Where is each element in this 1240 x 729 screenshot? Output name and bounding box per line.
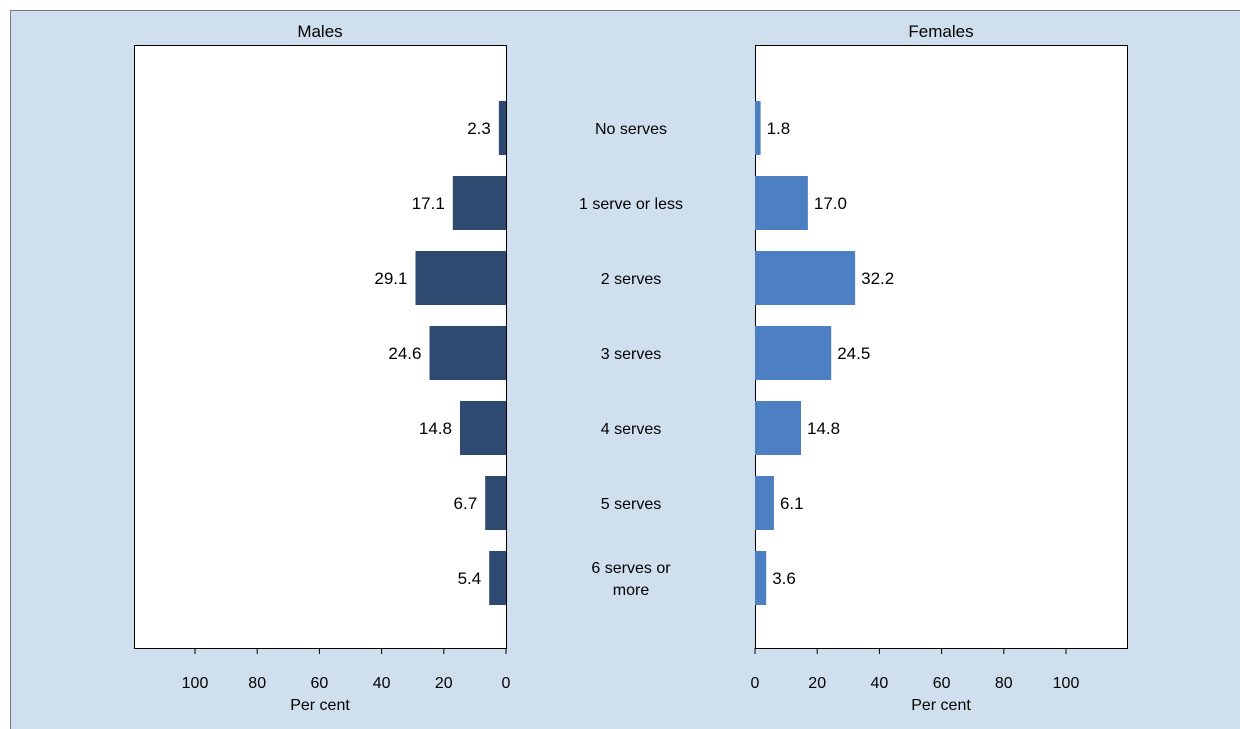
- males-x-axis-title: Per cent: [290, 697, 350, 714]
- male-bar: [429, 326, 506, 380]
- category-labels: No serves 1 serve or less 2 serves 3 serves…: [579, 121, 683, 599]
- female-bar: [755, 476, 774, 530]
- category-label: 2 serves: [601, 271, 661, 288]
- male-bar: [489, 551, 506, 605]
- male-bar: [485, 476, 506, 530]
- female-bar: [755, 251, 856, 305]
- females-value-labels: 1.8 17.0 32.2 24.5 14.8 6.1 3.6: [767, 119, 895, 588]
- male-value-label: 5.4: [458, 569, 482, 588]
- male-x-tick-label: 60: [311, 675, 329, 692]
- male-x-tick-label: 0: [502, 675, 511, 692]
- category-label: 3 serves: [601, 346, 661, 363]
- female-x-tick-label: 40: [871, 675, 889, 692]
- male-value-label: 2.3: [467, 119, 491, 138]
- males-value-labels: 2.3 17.1 29.1 24.6 14.8 6.7 5.4: [374, 119, 490, 588]
- female-value-label: 6.1: [780, 494, 804, 513]
- female-bar: [755, 401, 802, 455]
- female-x-tick-label: 20: [808, 675, 826, 692]
- female-value-label: 1.8: [767, 119, 791, 138]
- female-x-tick-label: 60: [933, 675, 951, 692]
- male-bar: [459, 401, 506, 455]
- female-bar: [755, 101, 761, 155]
- male-bar: [452, 176, 506, 230]
- male-bar: [498, 101, 506, 155]
- female-x-tick-label: 0: [751, 675, 760, 692]
- male-x-tick-label: 20: [435, 675, 453, 692]
- category-label: 5 serves: [601, 496, 661, 513]
- male-x-tick-label: 100: [182, 675, 209, 692]
- category-label: more: [613, 582, 650, 599]
- category-label: 4 serves: [601, 421, 661, 438]
- female-x-tick-label: 100: [1053, 675, 1080, 692]
- female-x-tick-label: 80: [995, 675, 1013, 692]
- female-value-label: 32.2: [861, 269, 894, 288]
- male-x-tick-label: 40: [373, 675, 391, 692]
- females-panel: Females 1.8 17.0 32.2 24.5 14.8 6.1 3.6 0 20 40 6…: [751, 22, 1128, 714]
- female-bar: [755, 551, 767, 605]
- male-value-label: 14.8: [419, 419, 452, 438]
- females-bars: [755, 101, 856, 605]
- male-bar: [415, 251, 506, 305]
- category-label: 1 serve or less: [579, 196, 683, 213]
- male-x-tick-label: 80: [248, 675, 266, 692]
- males-x-axis: 0 20 40 60 80 100: [182, 648, 511, 692]
- male-value-label: 24.6: [388, 344, 421, 363]
- males-bars: [415, 101, 506, 605]
- females-x-axis: 0 20 40 60 80 100: [751, 648, 1080, 692]
- females-x-axis-title: Per cent: [911, 697, 971, 714]
- category-label: No serves: [595, 121, 667, 138]
- male-value-label: 29.1: [374, 269, 407, 288]
- female-value-label: 14.8: [807, 419, 840, 438]
- female-bar: [755, 176, 808, 230]
- female-value-label: 17.0: [814, 194, 847, 213]
- female-value-label: 3.6: [772, 569, 796, 588]
- male-value-label: 6.7: [454, 494, 478, 513]
- male-value-label: 17.1: [412, 194, 445, 213]
- males-panel: Males 2.3 17.1 29.1 24.6 14.8 6.7 5.4 0 20 40 60 8…: [134, 22, 511, 714]
- female-bar: [755, 326, 832, 380]
- female-value-label: 24.5: [837, 344, 870, 363]
- category-label: 6 serves or: [591, 560, 671, 577]
- females-panel-title: Females: [908, 22, 973, 41]
- males-panel-title: Males: [297, 22, 342, 41]
